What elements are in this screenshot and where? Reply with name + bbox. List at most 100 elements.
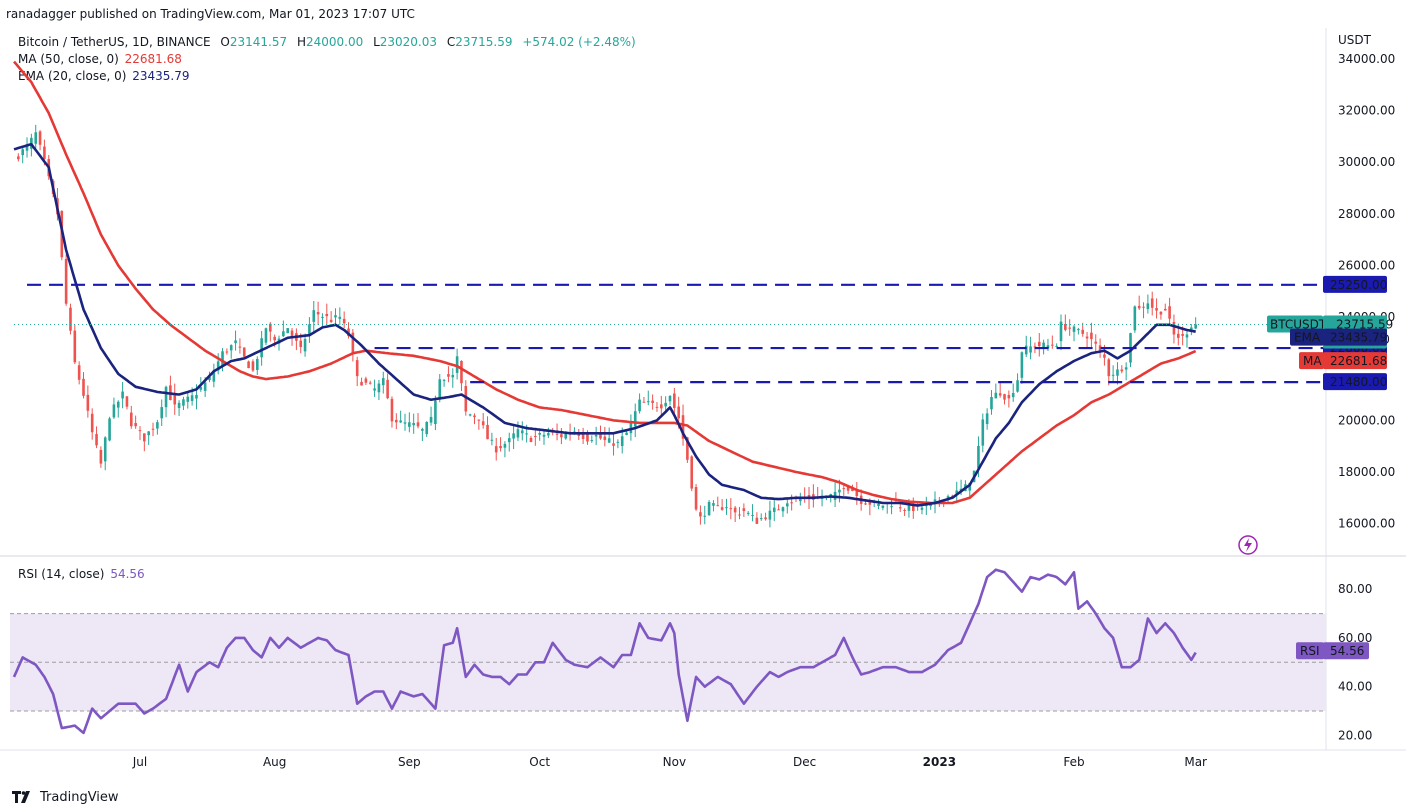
ma-legend[interactable]: MA (50, close, 0) 22681.68 [18,52,182,66]
candle [890,506,893,508]
symbol-title[interactable]: Bitcoin / TetherUS, 1D, BINANCE [18,35,211,49]
indicator-value-tag-0 [1323,328,1387,346]
candle [481,421,485,426]
candle [451,374,455,378]
candle [1042,342,1045,349]
candle [1085,336,1089,339]
candle [1046,345,1050,349]
candle [116,401,120,408]
candle [425,421,429,435]
candle [638,399,641,412]
candle [903,510,906,512]
candle [234,340,237,344]
candle [746,512,750,514]
rsi-tick-label-3: 20.00 [1338,728,1372,742]
ema-legend-label: EMA (20, close, 0) [18,69,127,83]
candle [581,432,585,440]
candle [282,331,285,337]
candle [633,411,637,427]
candle [864,503,867,505]
candle [629,421,633,434]
candle [759,518,763,520]
candle [360,381,363,386]
candle [329,319,333,322]
time-tick-label-1: Aug [263,755,286,769]
candle [225,351,229,353]
candle [1185,334,1189,338]
candle [699,512,702,517]
price-chart[interactable]: 34000.00 32000.00 30000.00 28000.00 26000.00… [0,0,1406,782]
candle [534,436,537,438]
low-value: 23020.03 [379,35,438,49]
candle [1094,341,1098,344]
candle [1055,345,1058,347]
level-tag-label-0: 25250.00 [1330,278,1387,292]
candle [968,482,972,491]
candle [838,489,841,493]
rsi-tick-label-2: 40.00 [1338,680,1372,694]
open-value: 23141.57 [229,35,288,49]
candle [195,394,198,399]
ema-legend-value: 23435.79 [132,69,190,83]
candle [560,434,563,438]
rsi-line [12,568,1197,735]
candle [564,433,568,439]
candle [221,351,224,366]
candle [151,428,155,430]
candle [603,436,607,441]
candle [981,419,985,446]
candle [538,433,541,435]
candle [594,435,598,437]
candle [1124,367,1128,370]
candle [38,131,42,145]
candle [520,430,524,434]
candle [290,330,294,336]
candle [642,401,646,403]
candle [842,488,846,490]
candle [1107,359,1111,377]
price-tick-label-8: 16000.00 [1338,517,1395,531]
level-tag-label-2: 21480.00 [1330,375,1387,389]
rsi-legend[interactable]: RSI (14, close) 54.56 [18,567,145,581]
candle [547,433,550,436]
candle [312,310,316,322]
candle [599,433,602,439]
time-tick-label-8: Mar [1184,755,1207,769]
candle [199,387,203,390]
level-tag-0 [1323,275,1387,293]
candle [907,504,911,511]
candle [851,488,854,492]
candle [460,360,463,384]
candle [73,330,77,363]
candle [977,445,980,469]
time-tick-label-6: 2023 [923,755,956,769]
candle [651,400,654,403]
candle [273,336,276,341]
tradingview-brand[interactable]: TradingView [40,789,119,805]
candle [486,424,489,440]
candle [607,438,611,443]
candle [490,439,494,441]
candle [955,490,959,494]
candle [247,361,250,369]
candle [1072,326,1076,332]
candle [716,505,720,507]
candle [712,503,715,506]
candle [316,312,320,315]
candle [1146,303,1150,310]
candle [143,433,146,442]
ema-legend[interactable]: EMA (20, close, 0) 23435.79 [18,69,190,83]
candle [877,503,880,506]
candle [77,365,81,380]
candle [342,318,346,324]
candle [1020,352,1024,378]
candle [203,382,207,391]
candle [147,431,150,436]
candle [299,340,303,348]
high-label: H [296,35,306,49]
candle [308,324,311,337]
candle [95,434,98,446]
candle [1111,374,1115,376]
rsi-name-tag [1296,642,1324,660]
candle [321,316,324,318]
